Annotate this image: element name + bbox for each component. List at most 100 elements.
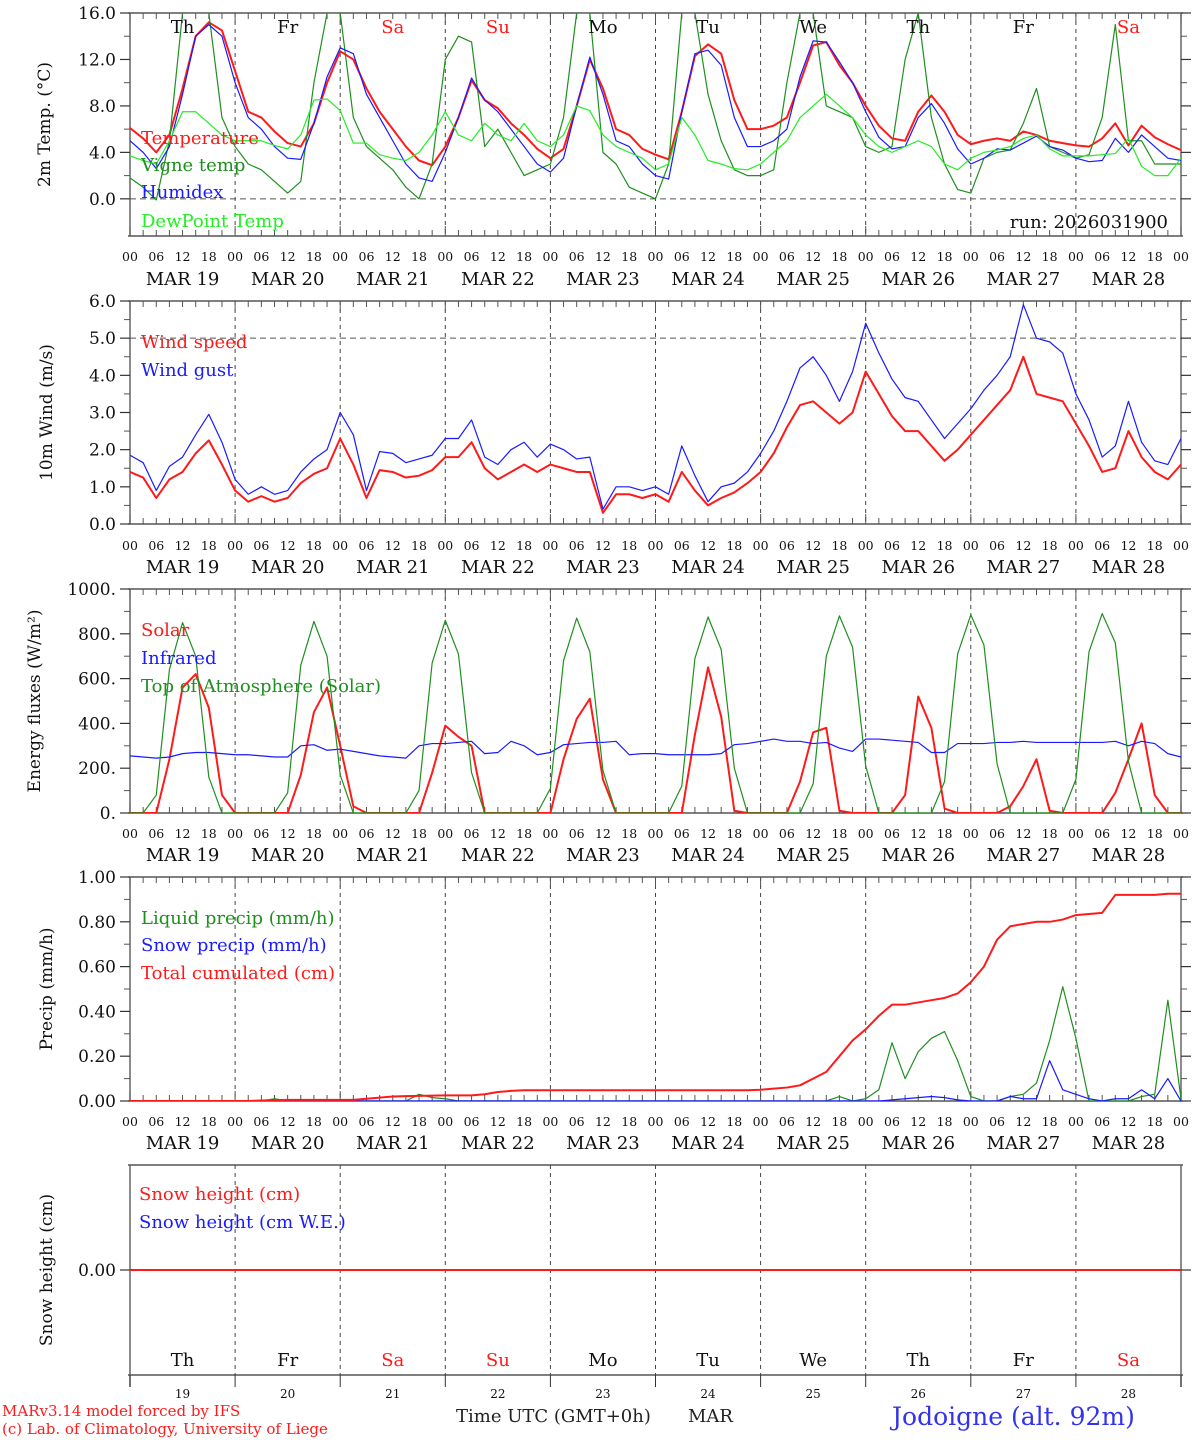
weekday-label: Tu — [696, 17, 720, 38]
hour-tick-label: 06 — [779, 538, 795, 553]
y-tick-label: 0.80 — [78, 913, 116, 933]
hour-tick-label: 12 — [385, 826, 401, 841]
date-label: MAR 20 — [251, 269, 325, 290]
hour-tick-label: 18 — [1147, 1114, 1163, 1129]
date-label: MAR 24 — [671, 1133, 745, 1154]
date-label: MAR 26 — [881, 557, 955, 578]
day-number-label: 21 — [385, 1387, 400, 1401]
day-number-label: 24 — [700, 1387, 716, 1401]
date-label: MAR 24 — [671, 269, 745, 290]
day-number-label: 20 — [280, 1387, 295, 1401]
y-axis-label: 2m Temp. (°C) — [35, 62, 55, 187]
date-label: MAR 22 — [461, 269, 535, 290]
y-tick-label: 6.0 — [89, 292, 116, 312]
hour-tick-label: 06 — [253, 1114, 269, 1129]
y-tick-label: 0. — [100, 804, 116, 824]
hour-tick-label: 06 — [674, 826, 690, 841]
date-label: MAR 28 — [1092, 557, 1166, 578]
weekday-label: Su — [486, 17, 510, 38]
series-line-temperature — [130, 21, 1181, 167]
hour-tick-label: 12 — [910, 249, 926, 264]
hour-tick-label: 18 — [726, 538, 742, 553]
date-label: MAR 21 — [356, 845, 430, 866]
month-label: MAR — [688, 1406, 733, 1427]
hour-tick-label: 18 — [516, 826, 532, 841]
hour-tick-label: 18 — [937, 249, 953, 264]
hour-tick-label: 06 — [464, 1114, 480, 1129]
hour-tick-label: 06 — [884, 538, 900, 553]
hour-tick-label: 12 — [595, 538, 611, 553]
weekday-label: Fr — [277, 17, 298, 38]
series-line-top-of-atmosphere-solar- — [130, 613, 1181, 813]
panel-snow-height: 0.00 Snow height (cm) Snow height (cm) Snow… — [37, 1164, 1191, 1401]
hour-tick-label: 12 — [1015, 249, 1031, 264]
hour-tick-label: 06 — [464, 538, 480, 553]
legend-entry: Solar — [141, 620, 190, 641]
hour-tick-label: 06 — [779, 1114, 795, 1129]
hour-tick-label: 12 — [595, 249, 611, 264]
date-label: MAR 21 — [356, 269, 430, 290]
hour-tick-label: 18 — [411, 1114, 427, 1129]
hour-tick-label: 12 — [1120, 249, 1136, 264]
hour-tick-label: 00 — [753, 1114, 769, 1129]
hour-tick-label: 12 — [175, 538, 191, 553]
hour-tick-label: 00 — [542, 249, 558, 264]
hour-tick-label: 00 — [332, 538, 348, 553]
hour-tick-label: 18 — [831, 826, 847, 841]
hour-tick-label: 00 — [437, 538, 453, 553]
y-tick-label: 16.0 — [78, 4, 116, 24]
hour-tick-label: 18 — [1042, 538, 1058, 553]
hour-tick-label: 00 — [1068, 538, 1084, 553]
hour-tick-label: 06 — [779, 826, 795, 841]
hour-tick-label: 18 — [831, 249, 847, 264]
hour-tick-label: 18 — [306, 249, 322, 264]
series-line-solar — [130, 666, 1181, 813]
hour-tick-label: 12 — [175, 249, 191, 264]
y-tick-label: 0.60 — [78, 958, 116, 978]
station-name: Jodoigne (alt. 92m) — [892, 1402, 1135, 1431]
hour-tick-label: 00 — [332, 1114, 348, 1129]
hour-tick-label: 06 — [569, 538, 585, 553]
hour-tick-label: 06 — [884, 1114, 900, 1129]
hour-tick-label: 12 — [595, 826, 611, 841]
hour-tick-label: 18 — [411, 826, 427, 841]
hour-tick-label: 00 — [1173, 249, 1189, 264]
legend-entry: Snow precip (mm/h) — [141, 935, 327, 956]
hour-tick-label: 00 — [332, 826, 348, 841]
date-label: MAR 19 — [146, 845, 220, 866]
weekday-label: Su — [486, 1350, 510, 1371]
hour-tick-label: 12 — [910, 826, 926, 841]
hour-tick-label: 12 — [805, 538, 821, 553]
legend-entry: Wind gust — [141, 360, 234, 381]
legend-entry: Top of Atmosphere (Solar) — [141, 676, 381, 697]
hour-tick-label: 12 — [280, 1114, 296, 1129]
hour-tick-label: 06 — [569, 249, 585, 264]
time-axis-label: Time UTC (GMT+0h) — [456, 1406, 651, 1427]
legend-entry: Wind speed — [141, 332, 247, 353]
panel-energy-fluxes: 00 06 12 18 MAR 19 00 06 12 18 MAR 20 00 06 12 18 MAR … — [25, 580, 1191, 866]
hour-tick-label: 00 — [858, 249, 874, 264]
hour-tick-label: 00 — [753, 249, 769, 264]
weekday-label: We — [799, 17, 827, 38]
hour-tick-label: 18 — [726, 1114, 742, 1129]
hour-tick-label: 18 — [411, 538, 427, 553]
hour-tick-label: 00 — [963, 538, 979, 553]
hour-tick-label: 06 — [148, 826, 164, 841]
hour-tick-label: 06 — [989, 538, 1005, 553]
hour-tick-label: 12 — [490, 1114, 506, 1129]
date-label: MAR 23 — [566, 269, 640, 290]
day-number-label: 22 — [490, 1387, 505, 1401]
date-label: MAR 27 — [987, 845, 1061, 866]
date-label: MAR 25 — [776, 269, 850, 290]
y-tick-label: 8.0 — [89, 97, 116, 117]
y-tick-label: 12.0 — [78, 50, 116, 70]
date-label: MAR 26 — [881, 1133, 955, 1154]
legend-entry: DewPoint Temp — [141, 211, 284, 232]
weekday-label: Sa — [1117, 17, 1140, 38]
hour-tick-label: 00 — [227, 249, 243, 264]
y-tick-label: 0.00 — [78, 1092, 116, 1112]
hour-tick-label: 18 — [937, 826, 953, 841]
hour-tick-label: 00 — [227, 1114, 243, 1129]
hour-tick-label: 18 — [726, 249, 742, 264]
